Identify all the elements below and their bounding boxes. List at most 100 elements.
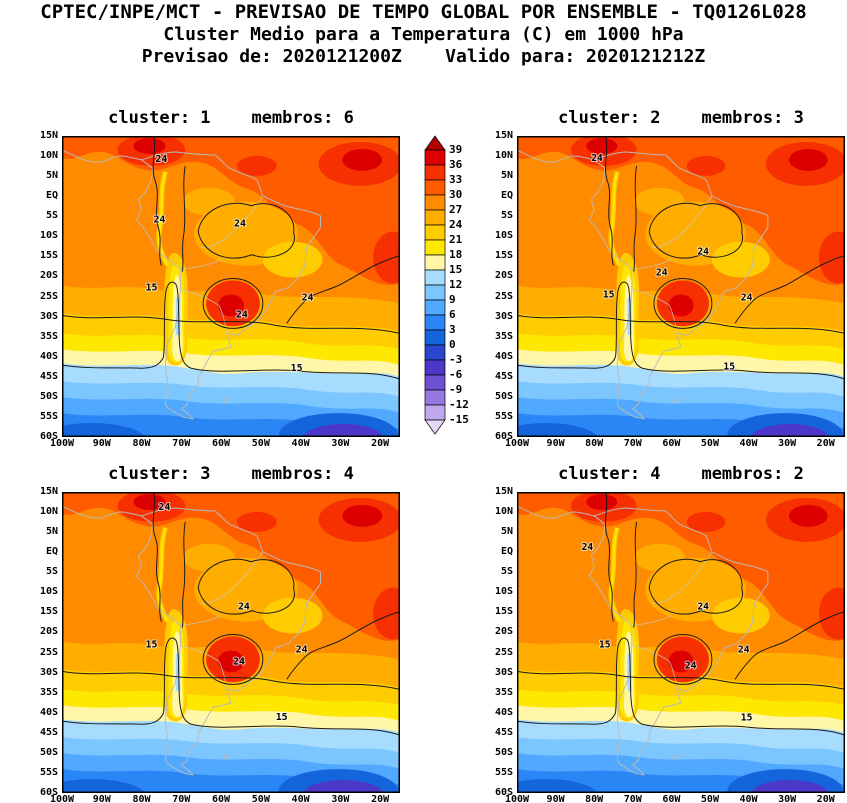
page-subtitle: Cluster Medio para a Temperatura (C) em … <box>163 24 684 45</box>
lat-tick-label: 5N <box>500 170 513 182</box>
lat-tick-label: 15N <box>494 486 513 497</box>
lon-axis: 100W 90W 80W 70W 60W 50W 40W 30W 20W <box>505 793 845 803</box>
lat-tick-label: 25S <box>494 290 513 302</box>
contour-label: 15 <box>723 361 735 372</box>
lon-tick-label: 70W <box>172 794 191 803</box>
lon-tick-label: 40W <box>291 794 310 803</box>
lat-tick-label: 55S <box>39 766 58 778</box>
lat-tick-label: 15N <box>494 130 513 141</box>
lat-tick-label: 10N <box>494 150 513 162</box>
colorbar-tick-label: 0 <box>449 338 456 351</box>
lat-tick-label: 5N <box>500 526 513 538</box>
lat-tick-label: 50S <box>494 746 513 758</box>
lon-axis: 100W 90W 80W 70W 60W 50W 40W 30W 20W <box>50 437 400 451</box>
lon-tick-label: 20W <box>816 438 835 449</box>
contour-label: 24 <box>236 309 248 320</box>
lat-tick-label: 40S <box>39 706 58 718</box>
contour-label: 24 <box>238 602 250 613</box>
colorbar-arrow-top <box>424 135 446 151</box>
contour-label: 24 <box>234 219 246 230</box>
lon-tick-label: 40W <box>739 438 758 449</box>
temperature-map: 24 24 24 24 15 15 <box>517 492 845 793</box>
colorbar-tick-label: 27 <box>449 203 462 216</box>
lat-tick-label: 50S <box>494 390 513 402</box>
lat-tick-label: 5N <box>45 170 58 182</box>
colorbar-tick-label: 6 <box>449 308 456 321</box>
colorbar-cell <box>424 389 446 406</box>
lat-tick-label: 50S <box>39 746 58 758</box>
lon-tick-label: 30W <box>778 794 797 803</box>
lon-tick-label: 60W <box>212 794 231 803</box>
colorbar-cell <box>424 239 446 256</box>
lat-tick-label: 35S <box>39 686 58 698</box>
lon-tick-label: 80W <box>585 438 604 449</box>
lat-tick-label: 20S <box>39 270 58 282</box>
colorbar-tick-label: 3 <box>449 323 456 336</box>
lon-tick-label: 90W <box>92 438 111 449</box>
lat-tick-label: 40S <box>494 350 513 362</box>
lat-tick-label: EQ <box>500 546 513 558</box>
contour-label: 24 <box>233 656 245 667</box>
lat-tick-label: 20S <box>39 626 58 638</box>
colorbar-tick-label: -9 <box>449 383 462 396</box>
lat-tick-label: 5S <box>45 566 58 578</box>
lat-tick-label: 50S <box>39 390 58 402</box>
lat-axis: 15N 10N 5N EQ 5S 10S 15S 20S 25S 30S 35S 40S 45S 50S 5… <box>481 487 515 798</box>
colorbar-cell <box>424 269 446 286</box>
colorbar-cell <box>424 254 446 271</box>
lat-tick-label: 5S <box>45 210 58 222</box>
lat-tick-label: 15S <box>39 606 58 618</box>
forecast-times: Previsao de: 2020121200Z Valido para: 20… <box>141 46 706 67</box>
colorbar-cell <box>424 404 446 421</box>
lon-tick-label: 100W <box>49 794 75 803</box>
contour-labels: 24 24 24 24 15 15 <box>581 541 754 725</box>
colorbar-cell <box>424 209 446 226</box>
lon-tick-label: 60W <box>662 438 681 449</box>
lat-tick-label: 45S <box>494 726 513 738</box>
lon-tick-label: 70W <box>623 438 642 449</box>
colorbar-tick-label: -12 <box>449 398 469 411</box>
colorbar-tick-label: 18 <box>449 248 462 261</box>
lon-tick-label: 90W <box>546 438 565 449</box>
lat-tick-label: 5S <box>500 210 513 222</box>
lat-tick-label: 10N <box>494 506 513 518</box>
lat-tick-label: 30S <box>494 310 513 322</box>
contour-label: 24 <box>591 153 603 164</box>
lon-tick-label: 30W <box>778 438 797 449</box>
lat-tick-label: 5S <box>500 566 513 578</box>
lon-tick-label: 90W <box>546 794 565 803</box>
panel-title: cluster: 3 membros: 4 <box>108 464 354 484</box>
colorbar: 39 36 33 30 27 24 21 18 15 12 9 6 3 0 -3 -6 -9 -12 -15 <box>424 134 484 436</box>
lat-tick-label: 60S <box>39 787 58 798</box>
lat-tick-label: 45S <box>39 726 58 738</box>
lat-tick-label: 35S <box>39 330 58 342</box>
panel-title: cluster: 1 membros: 6 <box>108 108 354 128</box>
panel-title: cluster: 2 membros: 3 <box>558 108 804 128</box>
lat-tick-label: 15S <box>494 250 513 262</box>
temperature-map: 24 24 24 15 24 15 <box>517 136 845 437</box>
lat-tick-label: 10N <box>39 150 58 162</box>
colorbar-cell <box>424 284 446 301</box>
lon-axis: 100W 90W 80W 70W 60W 50W 40W 30W 20W <box>505 437 845 451</box>
lon-tick-label: 90W <box>92 794 111 803</box>
colorbar-tick-label: 21 <box>449 233 463 246</box>
lat-tick-label: 25S <box>39 646 58 658</box>
lon-tick-label: 60W <box>212 438 231 449</box>
lon-tick-label: 30W <box>331 438 350 449</box>
contour-label: 15 <box>145 639 157 650</box>
lat-axis: 15N 10N 5N EQ 5S 10S 15S 20S 25S 30S 35S 40S 45S 50S 5… <box>26 487 60 798</box>
colorbar-cell <box>424 224 446 241</box>
lat-tick-label: 60S <box>39 431 58 442</box>
contour-label: 15 <box>603 289 615 300</box>
colorbar-tick-label: -15 <box>449 413 469 426</box>
lat-tick-label: 30S <box>39 310 58 322</box>
cluster-panel-3: cluster: 3 membros: 4 15N 10N 5N EQ 5S 10S 15S… <box>40 464 400 803</box>
page-title: CPTEC/INPE/MCT - PREVISAO DE TEMPO GLOBA… <box>40 1 807 23</box>
contour-label: 24 <box>153 215 165 226</box>
contour-label: 24 <box>697 602 709 613</box>
lon-tick-label: 20W <box>816 794 835 803</box>
contour-label: 24 <box>656 267 668 278</box>
lon-tick-label: 50W <box>251 794 270 803</box>
